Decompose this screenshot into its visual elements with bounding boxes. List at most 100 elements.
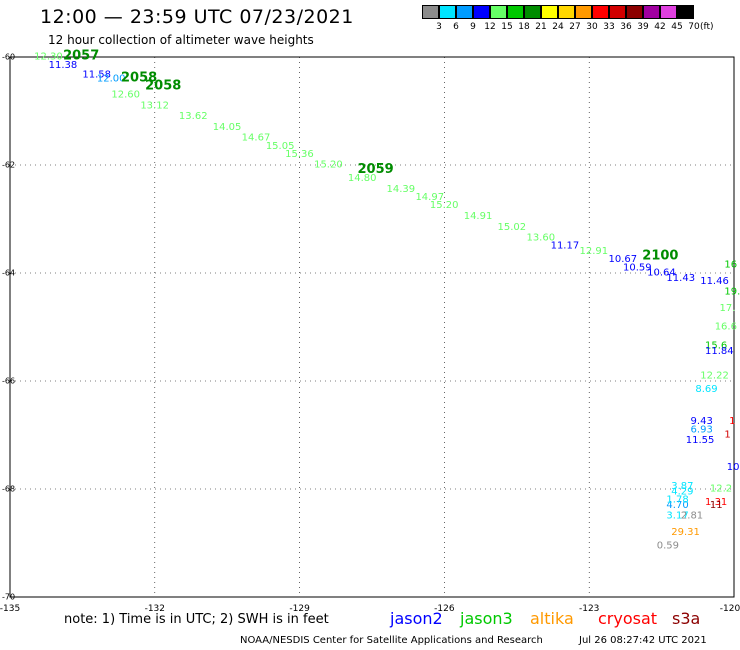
color-swatch-label: 36 [620,22,632,32]
time-marker-label: 2058 [121,70,157,85]
color-swatch-label: 15 [501,22,513,32]
color-swatch-label: 45 [671,22,683,32]
time-marker-label: 2100 [642,249,678,264]
color-swatch [490,5,507,19]
color-swatch-label: 30 [586,22,598,32]
legend-s3a: s3a [672,609,701,628]
time-marker-label: 2058 [145,78,181,93]
map-subtitle: 12 hour collection of altimeter wave hei… [48,33,314,47]
wave-height-label: 15.20 [430,200,459,211]
footer-credit: NOAA/NESDIS Center for Satellite Applica… [240,635,543,646]
latitude-tick-label: -66 [2,376,16,386]
longitude-tick-label: -123 [578,604,600,614]
longitude-tick-label: -120 [719,604,740,614]
color-swatch [558,5,575,19]
color-swatch [541,5,558,19]
wave-height-label: 17. [720,303,736,314]
wave-height-label: 16.6 [715,322,737,333]
wave-height-label: 15.36 [285,149,314,160]
color-swatch [626,5,643,19]
color-swatch [575,5,592,19]
color-swatch-label: 3 [436,22,442,32]
wave-height-label: 11.55 [686,435,715,446]
color-swatch-label: 9 [470,22,476,32]
wave-height-label: 15.05 [266,141,295,152]
wave-height-label: 13.12 [140,100,169,111]
latitude-tick-label: -62 [2,160,16,170]
color-swatch-label: 18 [518,22,530,32]
wave-height-label: 3.87 [671,481,693,492]
wave-height-label: 29.31 [671,527,700,538]
color-swatch [507,5,524,19]
wave-height-label: 14.39 [386,184,415,195]
time-marker-label: 2057 [63,49,99,64]
color-swatch [609,5,626,19]
color-swatch [677,5,694,19]
color-swatch-label: 6 [453,22,459,32]
wave-height-label: 12.60 [111,90,140,101]
wave-height-label: 14.05 [213,122,242,133]
wave-height-label: 11.38 [49,60,78,71]
wave-height-label: 14.91 [464,211,493,222]
footer-timestamp: Jul 26 08:27:42 UTC 2021 [579,635,707,646]
color-swatch [660,5,677,19]
color-swatch [643,5,660,19]
color-swatch-label: 33 [603,22,615,32]
color-swatch-label: 12 [484,22,496,32]
wave-height-label: 11.46 [700,276,729,287]
color-swatch [473,5,490,19]
wave-height-label: 13.62 [179,111,208,122]
longitude-tick-label: -132 [144,604,166,614]
wave-height-label: 10.64 [647,268,676,279]
color-swatch-label: 21 [535,22,547,32]
wave-height-label: 3.17 [666,511,688,522]
wave-height-label: 12.2 [710,484,732,495]
wave-height-label: 11.43 [666,273,695,284]
wave-height-label: 12.00 [97,73,126,84]
wave-height-label: 12.22 [700,370,729,381]
wave-height-label: 1.78 [666,495,688,506]
wave-height-label: 11.58 [82,70,111,81]
wave-height-label: 10 [727,462,740,473]
wave-height-label: 4.70 [666,500,688,511]
longitude-tick-label: -135 [0,604,21,614]
wave-height-label: 12.30 [34,52,63,63]
color-swatch [439,5,456,19]
legend-altika: altika [530,609,574,628]
wave-height-label: 11 [710,500,723,511]
legend-jason3: jason3 [460,609,513,628]
wave-height-label: 14.97 [415,192,444,203]
latitude-tick-label: -64 [2,268,16,278]
color-swatch [456,5,473,19]
map-grid [9,56,735,598]
wave-height-label: 14.67 [242,133,271,144]
legend-jason2: jason2 [390,609,443,628]
wave-height-label: 11.17 [551,241,580,252]
wave-height-label: 16 [724,260,737,271]
latitude-tick-label: -68 [2,484,16,494]
wave-height-label: 11.84 [705,346,734,357]
wave-height-label: 8.69 [695,384,717,395]
wave-height-label: 14.80 [348,173,377,184]
units-note: note: 1) Time is in UTC; 2) SWH is in fe… [64,612,329,627]
wave-height-label: 10.59 [623,262,652,273]
latitude-tick-label: -70 [2,592,16,602]
wave-height-label: 12.91 [580,246,609,257]
observation-labels: 12.30 205711.3811.5812.002058205812.6013.… [34,49,740,552]
longitude-tick-label: -129 [289,604,310,614]
color-swatch [592,5,609,19]
map-frame [9,56,735,598]
color-swatch-label: 42 [654,22,666,32]
color-swatch-label: 27 [569,22,581,32]
wave-height-label: 4.29 [671,486,693,497]
wave-height-label: 1 [724,430,730,441]
color-swatch [422,5,439,19]
map-title: 12:00 — 23:59 UTC 07/23/2021 [40,6,354,28]
color-swatch [524,5,541,19]
wave-height-label: 15.20 [314,160,343,171]
wave-height-label: 13.60 [526,233,555,244]
time-marker-label: 2059 [358,162,394,177]
wave-height-label: 1.31 [705,497,727,508]
wave-height-label: 6.93 [691,424,713,435]
